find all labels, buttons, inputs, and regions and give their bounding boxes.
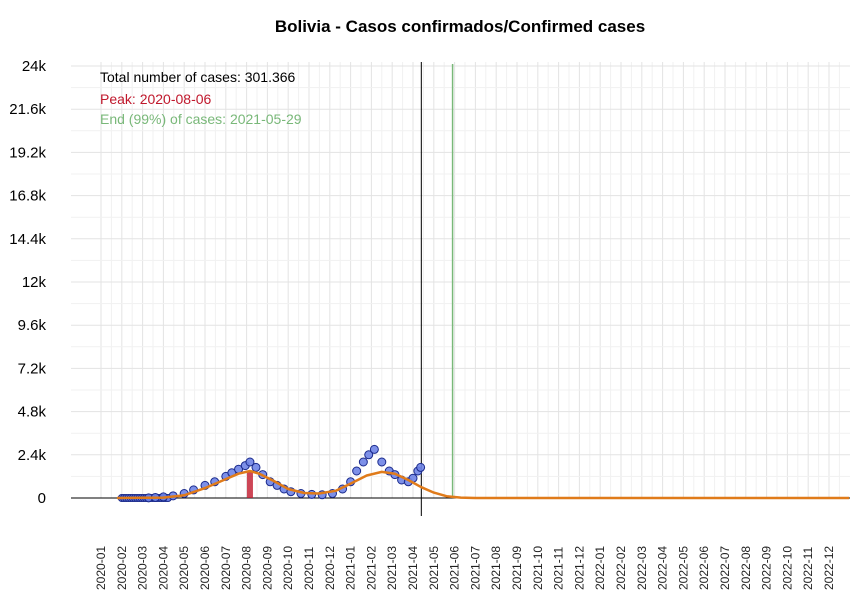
data-point bbox=[251, 462, 261, 472]
x-tick-label: 2022-12 bbox=[822, 546, 836, 590]
peak-marker bbox=[246, 471, 253, 498]
y-tick-label: 16.8k bbox=[9, 188, 46, 205]
x-tick-label: 2020-07 bbox=[219, 546, 233, 590]
x-tick-label: 2021-06 bbox=[448, 546, 462, 590]
total-cases-annotation: Total number of cases: 301.366 bbox=[100, 69, 296, 85]
x-tick-label: 2022-01 bbox=[593, 546, 607, 590]
chart-title: Bolivia - Casos confirmados/Confirmed ca… bbox=[275, 17, 645, 36]
y-tick-label: 21.6k bbox=[9, 101, 46, 118]
x-tick-label: 2022-07 bbox=[718, 546, 732, 590]
x-tick-label: 2021-03 bbox=[385, 546, 399, 590]
y-axis: 0 2.4k 4.8k 7.2k 9.6k 12k 14.4k 16.8k 19.2k 21.6k… bbox=[9, 58, 46, 507]
x-tick-label: 2022-02 bbox=[614, 546, 628, 590]
x-tick-label: 2021-09 bbox=[510, 546, 524, 590]
x-tick-label: 2022-11 bbox=[801, 547, 815, 590]
x-tick-label: 2020-06 bbox=[198, 546, 212, 590]
x-tick-label: 2021-07 bbox=[468, 546, 482, 590]
x-tick-label: 2020-08 bbox=[240, 546, 254, 590]
x-tick-label: 2021-11 bbox=[552, 547, 566, 590]
x-tick-label: 2020-02 bbox=[115, 546, 129, 590]
x-tick-label: 2021-08 bbox=[489, 546, 503, 590]
x-tick-label: 2021-02 bbox=[364, 546, 378, 590]
x-tick-label: 2022-08 bbox=[739, 546, 753, 590]
x-tick-label: 2022-09 bbox=[760, 546, 774, 590]
y-tick-label: 0 bbox=[38, 490, 46, 507]
x-tick-label: 2020-04 bbox=[156, 546, 170, 590]
y-tick-label: 24k bbox=[22, 58, 47, 75]
x-tick-label: 2022-10 bbox=[780, 546, 794, 590]
x-tick-label: 2020-12 bbox=[323, 546, 337, 590]
y-tick-label: 2.4k bbox=[18, 447, 47, 464]
x-tick-label: 2021-10 bbox=[531, 546, 545, 590]
x-tick-label: 2020-10 bbox=[281, 546, 295, 590]
x-tick-label: 2022-04 bbox=[656, 546, 670, 590]
data-point bbox=[245, 457, 255, 467]
x-axis: 2020-01 2020-02 2020-03 2020-04 2020-05 2020-… bbox=[94, 546, 836, 590]
x-tick-label: 2022-06 bbox=[697, 546, 711, 590]
x-tick-label: 2020-09 bbox=[260, 546, 274, 590]
end-annotation: End (99%) of cases: 2021-05-29 bbox=[100, 111, 302, 127]
x-tick-label: 2020-05 bbox=[177, 546, 191, 590]
data-point bbox=[416, 462, 426, 472]
x-tick-label: 2020-01 bbox=[94, 546, 108, 590]
x-tick-label: 2022-03 bbox=[635, 546, 649, 590]
peak-annotation: Peak: 2020-08-06 bbox=[100, 91, 212, 107]
y-tick-label: 12k bbox=[22, 274, 47, 291]
y-tick-label: 4.8k bbox=[18, 404, 47, 421]
plot-area bbox=[71, 62, 850, 516]
y-tick-label: 14.4k bbox=[9, 231, 46, 248]
y-tick-label: 19.2k bbox=[9, 144, 46, 161]
x-tick-label: 2020-11 bbox=[302, 547, 316, 590]
fit-curve bbox=[117, 469, 850, 500]
x-tick-label: 2021-01 bbox=[344, 546, 358, 590]
data-point bbox=[377, 457, 387, 467]
x-tick-label: 2020-03 bbox=[136, 546, 150, 590]
data-point bbox=[364, 450, 374, 460]
x-tick-label: 2021-05 bbox=[427, 546, 441, 590]
grid bbox=[71, 62, 850, 499]
data-point bbox=[369, 444, 379, 454]
x-tick-label: 2022-05 bbox=[676, 546, 690, 590]
y-tick-label: 7.2k bbox=[18, 360, 47, 377]
data-point bbox=[358, 457, 368, 467]
x-tick-label: 2021-04 bbox=[406, 546, 420, 590]
data-point bbox=[352, 466, 362, 476]
x-tick-label: 2021-12 bbox=[572, 546, 586, 590]
y-tick-label: 9.6k bbox=[18, 317, 47, 334]
